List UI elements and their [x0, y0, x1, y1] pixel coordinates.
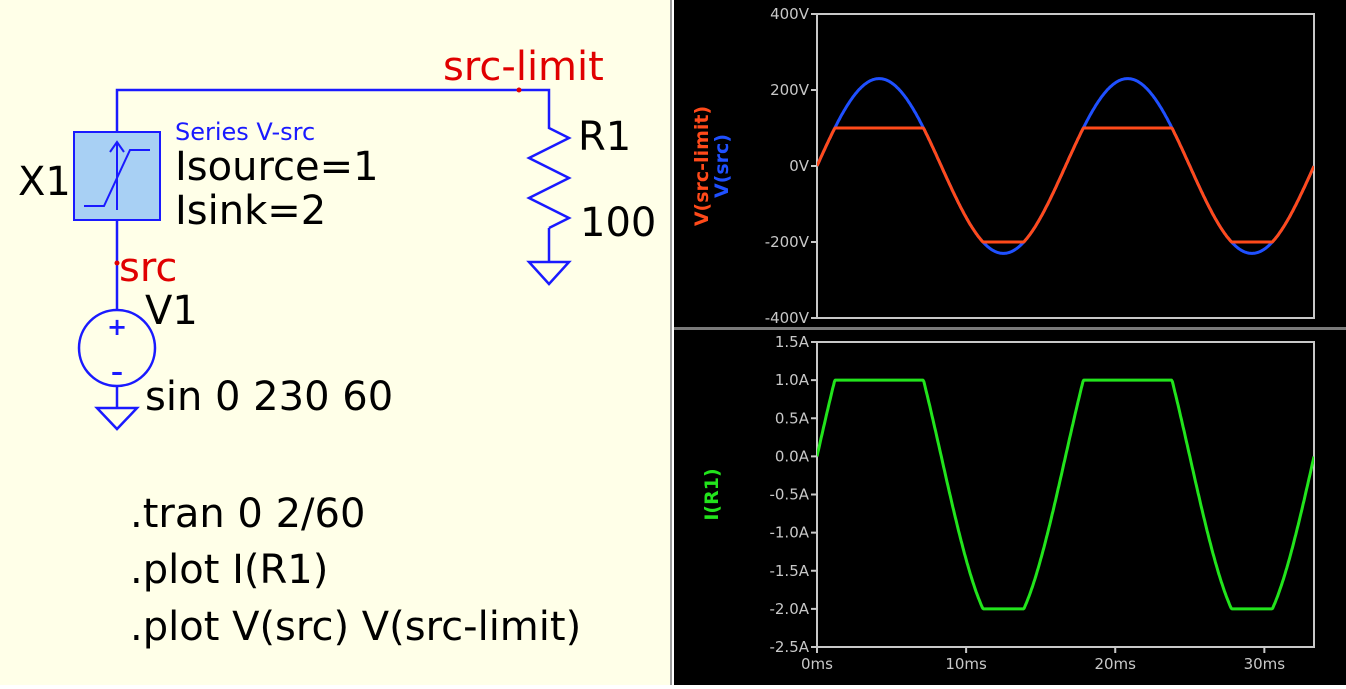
x-tick-label: 30ms — [1244, 655, 1286, 673]
net-label-src[interactable]: src — [119, 245, 177, 291]
trace-v-src-limit[interactable] — [817, 126, 1314, 244]
y-tick-label: 0.0A — [775, 447, 810, 465]
spice-directive-tran[interactable]: .tran 0 2/60 — [130, 491, 365, 537]
x-tick-label: 0ms — [801, 655, 833, 673]
plot-pane-divider[interactable] — [674, 327, 1346, 330]
spice-directive-plot-voltage[interactable]: .plot V(src) V(src-limit) — [130, 604, 581, 650]
r1-value-label[interactable]: 100 — [580, 200, 656, 246]
x1-description[interactable]: Series V-src — [175, 118, 315, 146]
y-tick-label: -1.5A — [769, 562, 809, 580]
plot-pane-voltage[interactable]: 400V 200V 0V -200V -400V V(src-limit) V(src) — [674, 0, 1346, 328]
y-tick-label: -0.5A — [769, 486, 809, 504]
x1-param-isink[interactable]: Isink=2 — [175, 188, 326, 234]
net-junction-src-limit — [516, 87, 522, 93]
schematic-canvas[interactable]: + – src-limit src X1 Series V-src Isourc… — [0, 0, 672, 685]
x1-component[interactable] — [73, 131, 161, 221]
r1-ref-label[interactable]: R1 — [578, 114, 631, 160]
y-tick-label: 1.0A — [775, 371, 810, 389]
spice-directive-plot-current[interactable]: .plot I(R1) — [130, 547, 328, 593]
y-tick-label: -400V — [765, 309, 810, 327]
x1-param-isource[interactable]: Isource=1 — [175, 144, 379, 190]
v1-plus-sign: + — [107, 313, 127, 341]
v1-minus-sign: – — [111, 358, 123, 386]
wire-src-limit[interactable] — [115, 88, 551, 132]
ground-symbol-v1 — [94, 406, 140, 431]
y-tick-label: 400V — [770, 5, 810, 23]
plot-frame — [816, 341, 1315, 648]
trace-i-r1[interactable] — [817, 378, 1314, 611]
r1-resistor[interactable] — [526, 118, 572, 230]
net-junction-src — [114, 260, 120, 266]
current-plot-canvas[interactable]: 1.5A 1.0A 0.5A 0.0A -0.5A -1.0A -1.5A -2.0A -2.5… — [674, 330, 1346, 685]
plot-pane-current[interactable]: 1.5A 1.0A 0.5A 0.0A -0.5A -1.0A -1.5A -2.0A -2.5… — [674, 330, 1346, 685]
y-tick-label: 1.5A — [775, 333, 810, 351]
ground-symbol-r1 — [526, 260, 572, 286]
axis-label-v-src[interactable]: V(src) — [711, 134, 733, 198]
axis-label-i-r1[interactable]: I(R1) — [701, 468, 723, 520]
voltage-plot-canvas[interactable]: 400V 200V 0V -200V -400V V(src-limit)V(src) — [674, 0, 1346, 328]
y-tick-label: -2.5A — [769, 638, 809, 656]
y-tick-label: -2.0A — [769, 600, 809, 618]
x-tick-label: 20ms — [1094, 655, 1136, 673]
y-tick-label: 0V — [789, 157, 810, 175]
schematic-editor[interactable]: + – src-limit src X1 Series V-src Isourc… — [0, 0, 672, 685]
waveform-viewer[interactable]: 400V 200V 0V -200V -400V V(src-limit) V(src) 1… — [674, 0, 1346, 685]
y-tick-label: -1.0A — [769, 524, 809, 542]
y-tick-label: -200V — [765, 233, 810, 251]
v1-value-label[interactable]: sin 0 230 60 — [145, 374, 393, 420]
axis-label-v-src-limit[interactable]: V(src-limit) — [691, 106, 713, 226]
x1-ref-label[interactable]: X1 — [18, 159, 71, 205]
v1-voltage-source[interactable]: + – — [77, 308, 157, 388]
y-tick-label: 0.5A — [775, 409, 810, 427]
net-label-src-limit[interactable]: src-limit — [443, 44, 604, 90]
x-tick-label: 10ms — [945, 655, 987, 673]
y-tick-label: 200V — [770, 81, 810, 99]
v1-ref-label[interactable]: V1 — [145, 288, 198, 334]
